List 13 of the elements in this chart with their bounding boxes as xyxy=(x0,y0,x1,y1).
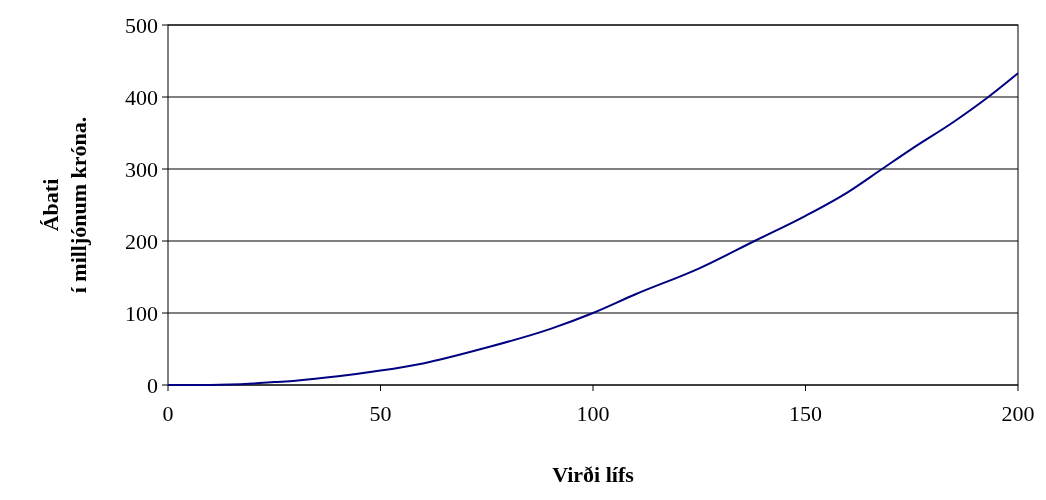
y-tick-label: 200 xyxy=(125,228,158,254)
y-tick-label: 100 xyxy=(125,300,158,326)
x-tick-label: 100 xyxy=(576,401,610,426)
x-tick-label: 0 xyxy=(162,401,174,426)
x-tick-label: 150 xyxy=(789,401,822,426)
y-tick-label: 400 xyxy=(125,84,158,110)
y-axis-title: Ábati í milljónum króna. xyxy=(38,116,91,294)
y-tick-label: 500 xyxy=(125,12,158,38)
x-tick-label: 50 xyxy=(369,401,392,426)
y-tick-label: 0 xyxy=(147,372,158,398)
y-tick-label: 300 xyxy=(125,156,158,182)
x-axis-title: Virði lífs xyxy=(552,462,635,487)
x-tick-label: 200 xyxy=(1001,401,1035,426)
